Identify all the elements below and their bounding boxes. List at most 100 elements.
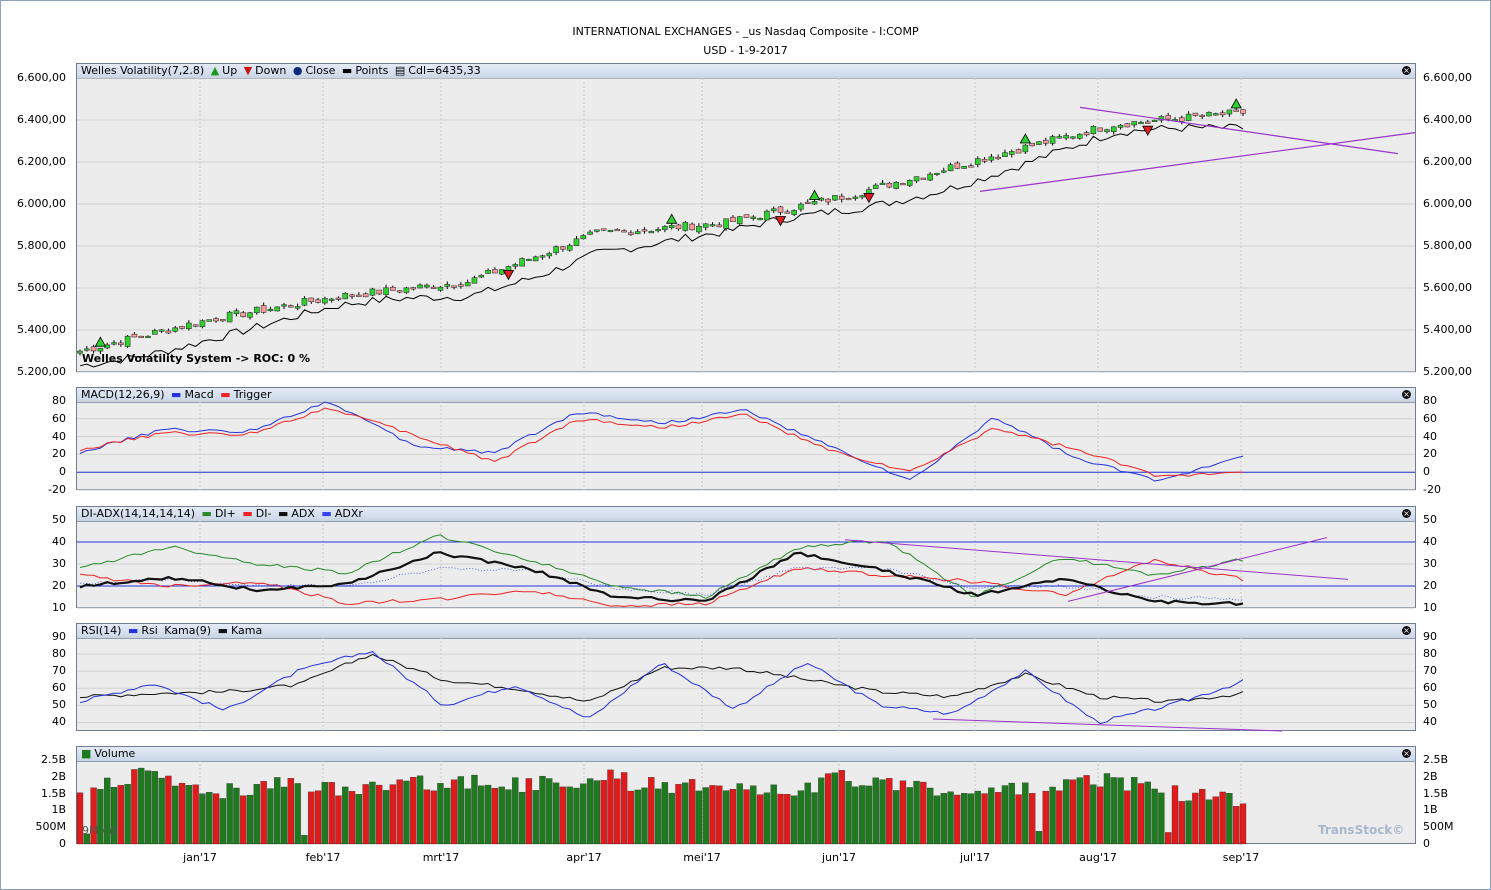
volume-bar (1090, 784, 1097, 845)
x-tick-label: jan'17 (183, 851, 217, 864)
candle (199, 320, 206, 328)
y-tick-label: -20 (48, 483, 66, 496)
volume-bar (790, 795, 798, 845)
y-tick-label: 20 (52, 447, 66, 461)
candle (777, 206, 784, 213)
close-panel-icon[interactable]: × (1402, 749, 1411, 758)
volume-bar (253, 784, 260, 845)
volume-bar (90, 787, 97, 845)
volume-bar (1131, 777, 1138, 845)
candle (580, 235, 587, 240)
x-tick-label: jul'17 (959, 851, 991, 864)
y-tick-label: 5.400,00 (17, 323, 66, 336)
y-tick-label: 60 (52, 681, 66, 695)
volume-footnote: 9M / d (82, 824, 117, 837)
close-panel-icon[interactable]: × (1402, 509, 1411, 518)
volume-bar (342, 786, 349, 845)
y-tick-label: 0 (1423, 465, 1430, 479)
volume-bar (1110, 777, 1117, 845)
volume-bar (811, 792, 818, 845)
candle (444, 284, 451, 287)
volume-bar (219, 798, 226, 845)
volume-bar (97, 789, 104, 845)
candle (607, 229, 614, 233)
candle (519, 258, 525, 267)
legend-down: Down (255, 64, 287, 77)
volume-bar (831, 772, 839, 845)
candle (206, 319, 213, 322)
volume-bar (1022, 782, 1029, 845)
candle (315, 299, 321, 303)
sell-signal-triangle (502, 270, 515, 281)
candle (437, 286, 444, 291)
candle (1063, 135, 1069, 139)
candle (1131, 121, 1137, 126)
volume-bar (559, 786, 567, 845)
close-panel-icon[interactable]: × (1402, 390, 1411, 399)
y-tick-label: 5.600,00 (1423, 281, 1472, 294)
adx-line-icon: ▬ (277, 507, 289, 520)
y-tick-label: 50 (1423, 698, 1437, 712)
volume-bar (586, 778, 594, 845)
y-tick-label: 20 (1423, 447, 1437, 461)
candle (675, 224, 682, 230)
candle (886, 182, 893, 188)
volume-bar (410, 777, 417, 845)
candle (77, 350, 83, 354)
volume-bar (627, 790, 635, 845)
watermark: TransStock© (1318, 823, 1405, 837)
y-tick-label: 0 (59, 465, 66, 479)
candle (995, 156, 1001, 160)
candle (634, 231, 641, 235)
y-tick-label: 20 (52, 579, 66, 592)
y-tick-label: 5.800,00 (1423, 239, 1472, 252)
candle (417, 284, 423, 289)
volume-bar (709, 785, 716, 845)
candle (390, 286, 396, 291)
close-panel-icon[interactable]: × (1402, 626, 1411, 635)
volume-bar (301, 835, 308, 845)
volume-bar (1226, 793, 1233, 845)
candle (1212, 113, 1219, 116)
candle (560, 246, 566, 250)
volume-bar (212, 793, 220, 845)
macd-line (79, 401, 1244, 482)
candle (1022, 144, 1029, 153)
volume-bar (1199, 788, 1206, 845)
volume-bar (532, 790, 539, 845)
candle (954, 162, 961, 169)
sell-signal-triangle (863, 193, 875, 204)
volume-bar (756, 794, 764, 845)
volume-bar (961, 793, 968, 845)
volume-bar (185, 785, 192, 845)
y-tick-label: 5.600,00 (17, 281, 66, 294)
close-panel-icon[interactable]: × (1402, 66, 1411, 75)
volume-bar (879, 779, 886, 845)
volume-bar (954, 794, 961, 845)
legend-candle-value: Cdl=6435,33 (408, 64, 481, 77)
volume-bar (974, 790, 981, 845)
volume-bar (280, 786, 288, 845)
candle (179, 326, 185, 329)
volume-bar (967, 793, 975, 845)
up-triangle-icon: ▲ (210, 64, 220, 77)
volume-bar (818, 777, 825, 845)
volume-bar (491, 788, 499, 845)
y-tick-label: 5.800,00 (17, 239, 66, 252)
volume-bar (892, 790, 900, 845)
y-tick-label: 20 (1423, 579, 1437, 592)
candle (798, 203, 804, 210)
candle (396, 290, 403, 293)
candle (1029, 142, 1035, 147)
volume-bar (824, 773, 832, 845)
volume-bar (1185, 800, 1192, 845)
volume-bar (1171, 785, 1179, 845)
y-tick-label: 6.400,00 (17, 113, 66, 126)
y-tick-label: 6.400,00 (1423, 113, 1472, 126)
volume-bar (865, 785, 873, 845)
candle (118, 342, 124, 345)
volume-bar (661, 782, 669, 845)
candle (566, 245, 573, 251)
legend-volume: Volume (94, 747, 136, 760)
candle (172, 327, 179, 332)
